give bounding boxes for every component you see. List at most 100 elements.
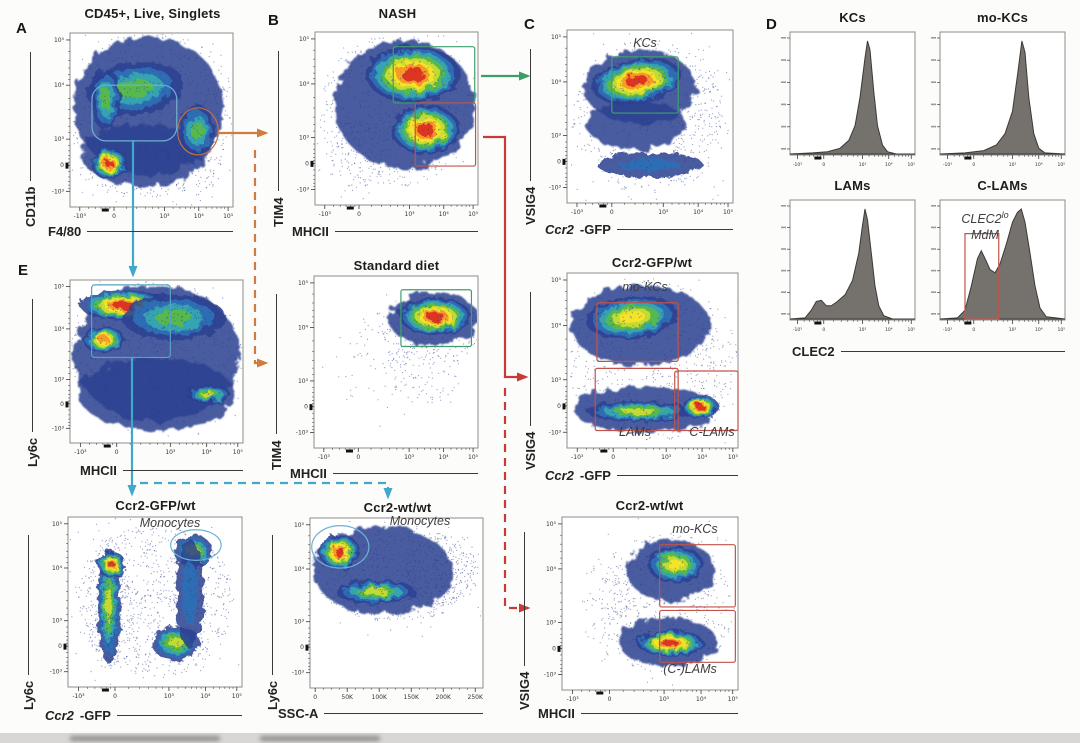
title-hist-kcs: KCs [839,10,866,25]
svg-text:-10³: -10³ [549,429,562,436]
svg-text:-10³: -10³ [571,209,584,216]
axis-line [275,294,278,435]
plot-A: -10³ 0 10³ 10⁴ 10⁵ 10⁵ 10⁴ 10³ 0 -10³ [52,32,234,220]
svg-text:10³: 10³ [54,136,65,143]
gate-label-c-lams-wr: (C-)LAMs [663,662,717,676]
svg-text:10⁵: 10⁵ [298,280,309,287]
y-axis-ly6c-e-text: Ly6c [25,437,40,467]
plot-G: -10³ 0 10³ 10⁴ 10⁵ 10⁵ 10⁴ 10³ 0 -10³ [549,272,739,461]
gating-arrow [219,128,269,138]
svg-text:0: 0 [611,454,615,461]
axis-line [840,350,1065,353]
axis-line [616,228,733,231]
svg-text:10³: 10³ [299,135,310,142]
title-ccr2-wt-wt: Ccr2-wt/wt [615,498,684,513]
svg-text:-10³: -10³ [297,186,310,193]
y-axis-ly6c-ml-text: Ly6c [21,680,36,710]
gate-label-monocytes-ml: Monocytes [139,516,201,530]
gating-arrow [140,481,393,500]
title-standard-diet: Standard diet [353,258,440,273]
svg-text:10⁴: 10⁴ [54,82,65,89]
gate-label-clec2lo-mdm: CLEC2lo MdM [942,210,1028,243]
x-axis-ssca-text: SSC-A [278,706,319,721]
axis-line [523,532,526,666]
svg-text:-10³: -10³ [52,425,65,432]
svg-text:0: 0 [557,403,561,410]
x-axis-ccr2-italic: Ccr2 [45,708,74,723]
svg-text:0: 0 [610,209,614,216]
gate [659,609,736,663]
svg-text:10⁴: 10⁴ [202,449,213,456]
svg-text:0: 0 [357,211,361,218]
gate-label-mo-kcs-wr: mo-KCs [672,522,718,536]
svg-text:0: 0 [60,162,64,169]
x-axis-gfp-text: -GFP [579,222,611,237]
gating-arrow [128,140,138,278]
svg-text:10³: 10³ [661,454,672,461]
axis-line [332,472,478,475]
hist-H3: -10³ 0 10³ 10⁴ 10⁵ [781,199,916,333]
title-hist-lams: LAMs [834,178,871,193]
svg-text:10³: 10³ [658,209,669,216]
axis-line [271,535,274,675]
svg-text:-10³: -10³ [319,211,332,218]
svg-text:-10³: -10³ [74,449,87,456]
gate [176,107,219,156]
gate [964,233,1000,320]
bottom-smudge [70,736,220,741]
svg-text:10⁴: 10⁴ [298,325,309,332]
title-ccr2-wt-wt-mono: Ccr2-wt/wt [363,500,432,515]
gate-label-c-lams-g: C-LAMs [689,425,735,439]
plot-B: -10³ 0 10³ 10⁴ 10⁵ 10⁵ 10⁴ 10³ 0 -10³ [297,31,479,218]
svg-text:10³: 10³ [165,449,176,456]
x-axis-ccr2gfp-g: Ccr2 -GFP [545,468,738,483]
svg-text:10⁵: 10⁵ [233,449,244,456]
plot-E: -10³ 0 10³ 10⁴ 10⁵ 10⁵ 10⁴ 10³ 0 -10³ [52,279,244,456]
svg-text:10⁴: 10⁴ [439,211,450,218]
svg-text:10⁵: 10⁵ [728,454,739,461]
panel-label-a: A [16,20,27,37]
clec2lo-line1: CLEC2lo [942,210,1028,228]
y-axis-ly6c-ml: Ly6c [21,535,36,710]
x-axis-ccr2gfp-ml: Ccr2 -GFP [45,708,242,723]
axis-line [529,292,532,426]
x-axis-mhcii-sd-text: MHCII [290,466,327,481]
y-axis-vsig4-g-text: VSIG4 [523,431,538,470]
svg-text:-10³: -10³ [74,213,87,220]
x-axis-mhcii-wr: MHCII [538,706,738,721]
x-axis-mhcii-sd: MHCII [290,466,478,481]
svg-text:0: 0 [305,160,309,167]
title-ccr2-gfp-wt: Ccr2-GFP/wt [611,255,693,270]
svg-text:10⁵: 10⁵ [723,209,734,216]
title-ccr2-gfp-wt-mono: Ccr2-GFP/wt [115,498,196,513]
gating-arrow [483,135,529,382]
x-axis-ccr2-italic: Ccr2 [545,222,574,237]
svg-text:10⁵: 10⁵ [54,37,65,44]
y-axis-vsig4-c: VSIG4 [523,49,538,225]
svg-text:-10³: -10³ [571,454,584,461]
axis-line [324,712,483,715]
gate [311,525,370,569]
svg-text:-10³: -10³ [52,188,65,195]
x-axis-ssca: SSC-A [278,706,483,721]
bottom-smudge [260,736,380,741]
y-axis-tim4-b: TIM4 [271,51,286,227]
panel-label-b: B [268,12,279,29]
gate [170,529,222,561]
hist-H1: -10³ 0 10³ 10⁴ 10⁵ [781,31,916,168]
x-axis-mhcii-b: MHCII [292,224,478,239]
title-cd45-live-singlets: CD45+, Live, Singlets [84,6,221,21]
axis-line [87,230,233,233]
y-axis-cd11b-text: CD11b [23,186,38,227]
svg-text:10⁴: 10⁴ [551,79,562,86]
x-axis-clec2-text: CLEC2 [792,344,835,359]
svg-text:0: 0 [60,401,64,408]
svg-text:-10³: -10³ [318,454,331,461]
title-nash: NASH [378,6,417,21]
x-axis-f480: F4/80 [48,224,233,239]
gate [91,284,171,359]
svg-text:0: 0 [557,158,561,165]
gate-label-kcs: KCs [633,36,657,50]
